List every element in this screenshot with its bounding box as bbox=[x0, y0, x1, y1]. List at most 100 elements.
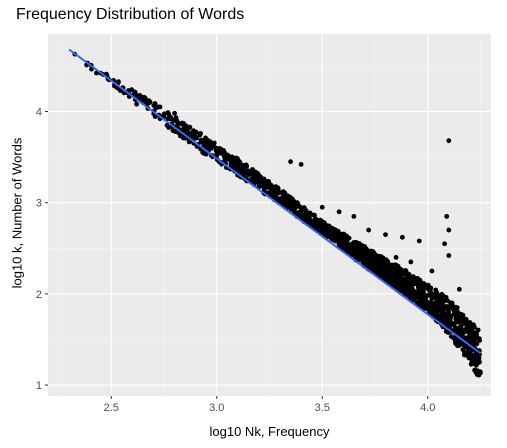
outlier-point bbox=[134, 101, 140, 107]
data-point bbox=[250, 167, 255, 172]
data-point bbox=[232, 162, 238, 168]
data-point bbox=[204, 144, 210, 149]
data-point bbox=[453, 315, 459, 321]
data-point bbox=[293, 204, 299, 210]
outlier-point bbox=[442, 241, 447, 247]
data-point bbox=[378, 254, 384, 259]
data-point bbox=[259, 178, 265, 184]
data-point bbox=[440, 300, 446, 305]
data-point bbox=[429, 292, 435, 298]
data-point bbox=[374, 266, 379, 272]
outlier-point bbox=[446, 253, 452, 258]
data-point bbox=[430, 311, 436, 316]
data-point bbox=[460, 347, 466, 352]
data-point bbox=[292, 210, 298, 215]
data-point bbox=[446, 309, 451, 314]
data-point bbox=[455, 309, 461, 315]
x-tick-label: 3.0 bbox=[209, 402, 224, 414]
x-axis: 2.5 3.0 3.5 4.0 bbox=[104, 396, 435, 414]
data-point bbox=[406, 288, 412, 294]
data-point bbox=[273, 185, 279, 191]
data-point bbox=[165, 116, 171, 122]
outlier-point bbox=[197, 131, 203, 137]
data-point bbox=[403, 269, 409, 274]
data-point bbox=[362, 246, 368, 251]
outlier-point bbox=[336, 209, 342, 215]
data-point bbox=[396, 286, 402, 292]
data-point bbox=[412, 291, 417, 296]
data-point bbox=[289, 207, 294, 212]
outlier-point bbox=[172, 110, 177, 116]
y-tick-label: 3 bbox=[36, 198, 42, 210]
data-point bbox=[388, 276, 394, 281]
data-point bbox=[236, 167, 242, 173]
data-point bbox=[364, 254, 369, 260]
data-point bbox=[116, 79, 121, 85]
data-point bbox=[395, 263, 401, 269]
outlier-point bbox=[444, 213, 450, 219]
data-point bbox=[404, 281, 410, 286]
data-point bbox=[323, 223, 329, 229]
data-point bbox=[364, 250, 370, 256]
data-point bbox=[250, 176, 256, 181]
data-point bbox=[468, 361, 474, 367]
outlier-point bbox=[416, 238, 422, 244]
outlier-point bbox=[429, 268, 435, 274]
outlier-point bbox=[298, 161, 304, 167]
data-point bbox=[281, 192, 287, 198]
outlier-point bbox=[155, 104, 161, 110]
data-point bbox=[462, 352, 467, 358]
data-point bbox=[448, 315, 453, 321]
data-point bbox=[412, 279, 418, 285]
data-point bbox=[434, 309, 440, 315]
data-point bbox=[384, 265, 390, 271]
outlier-point bbox=[224, 154, 230, 160]
data-point bbox=[313, 222, 319, 228]
outlier-point bbox=[246, 168, 251, 174]
data-point bbox=[279, 196, 284, 202]
outlier-point bbox=[366, 227, 372, 233]
x-tick-label: 2.5 bbox=[104, 402, 119, 414]
data-point bbox=[462, 327, 468, 333]
data-point bbox=[341, 243, 347, 248]
data-point bbox=[334, 238, 340, 243]
x-tick-label: 3.5 bbox=[315, 402, 330, 414]
data-point bbox=[466, 346, 471, 351]
data-point bbox=[351, 240, 357, 245]
data-point bbox=[360, 259, 366, 265]
x-tick-label: 4.0 bbox=[420, 402, 435, 414]
outlier-point bbox=[319, 204, 325, 210]
data-point bbox=[315, 218, 320, 224]
outlier-point bbox=[446, 138, 452, 144]
data-point bbox=[288, 195, 293, 200]
data-point bbox=[180, 122, 186, 128]
outlier-point bbox=[400, 234, 405, 240]
data-point bbox=[265, 181, 270, 187]
data-point bbox=[203, 135, 208, 141]
data-point bbox=[467, 333, 473, 338]
data-point bbox=[406, 272, 412, 277]
outlier-point bbox=[351, 213, 357, 219]
trend-line bbox=[68, 48, 482, 354]
data-point bbox=[241, 166, 247, 172]
data-point bbox=[311, 212, 316, 218]
data-point bbox=[373, 258, 379, 264]
data-point bbox=[430, 305, 436, 311]
data-point bbox=[396, 279, 402, 285]
data-point bbox=[198, 137, 204, 143]
data-point bbox=[145, 99, 151, 105]
trend-line-group bbox=[68, 48, 482, 354]
y-axis: 1 2 3 4 bbox=[36, 107, 48, 392]
data-point bbox=[383, 257, 389, 263]
outlier-point bbox=[446, 227, 452, 233]
data-point bbox=[478, 370, 483, 376]
outlier-point bbox=[456, 286, 462, 292]
data-point bbox=[330, 228, 335, 233]
major-gridlines bbox=[48, 34, 491, 396]
data-point bbox=[477, 359, 482, 365]
data-point bbox=[429, 296, 435, 302]
data-point bbox=[473, 362, 479, 368]
y-tick-label: 4 bbox=[36, 107, 42, 119]
data-point bbox=[213, 147, 219, 153]
